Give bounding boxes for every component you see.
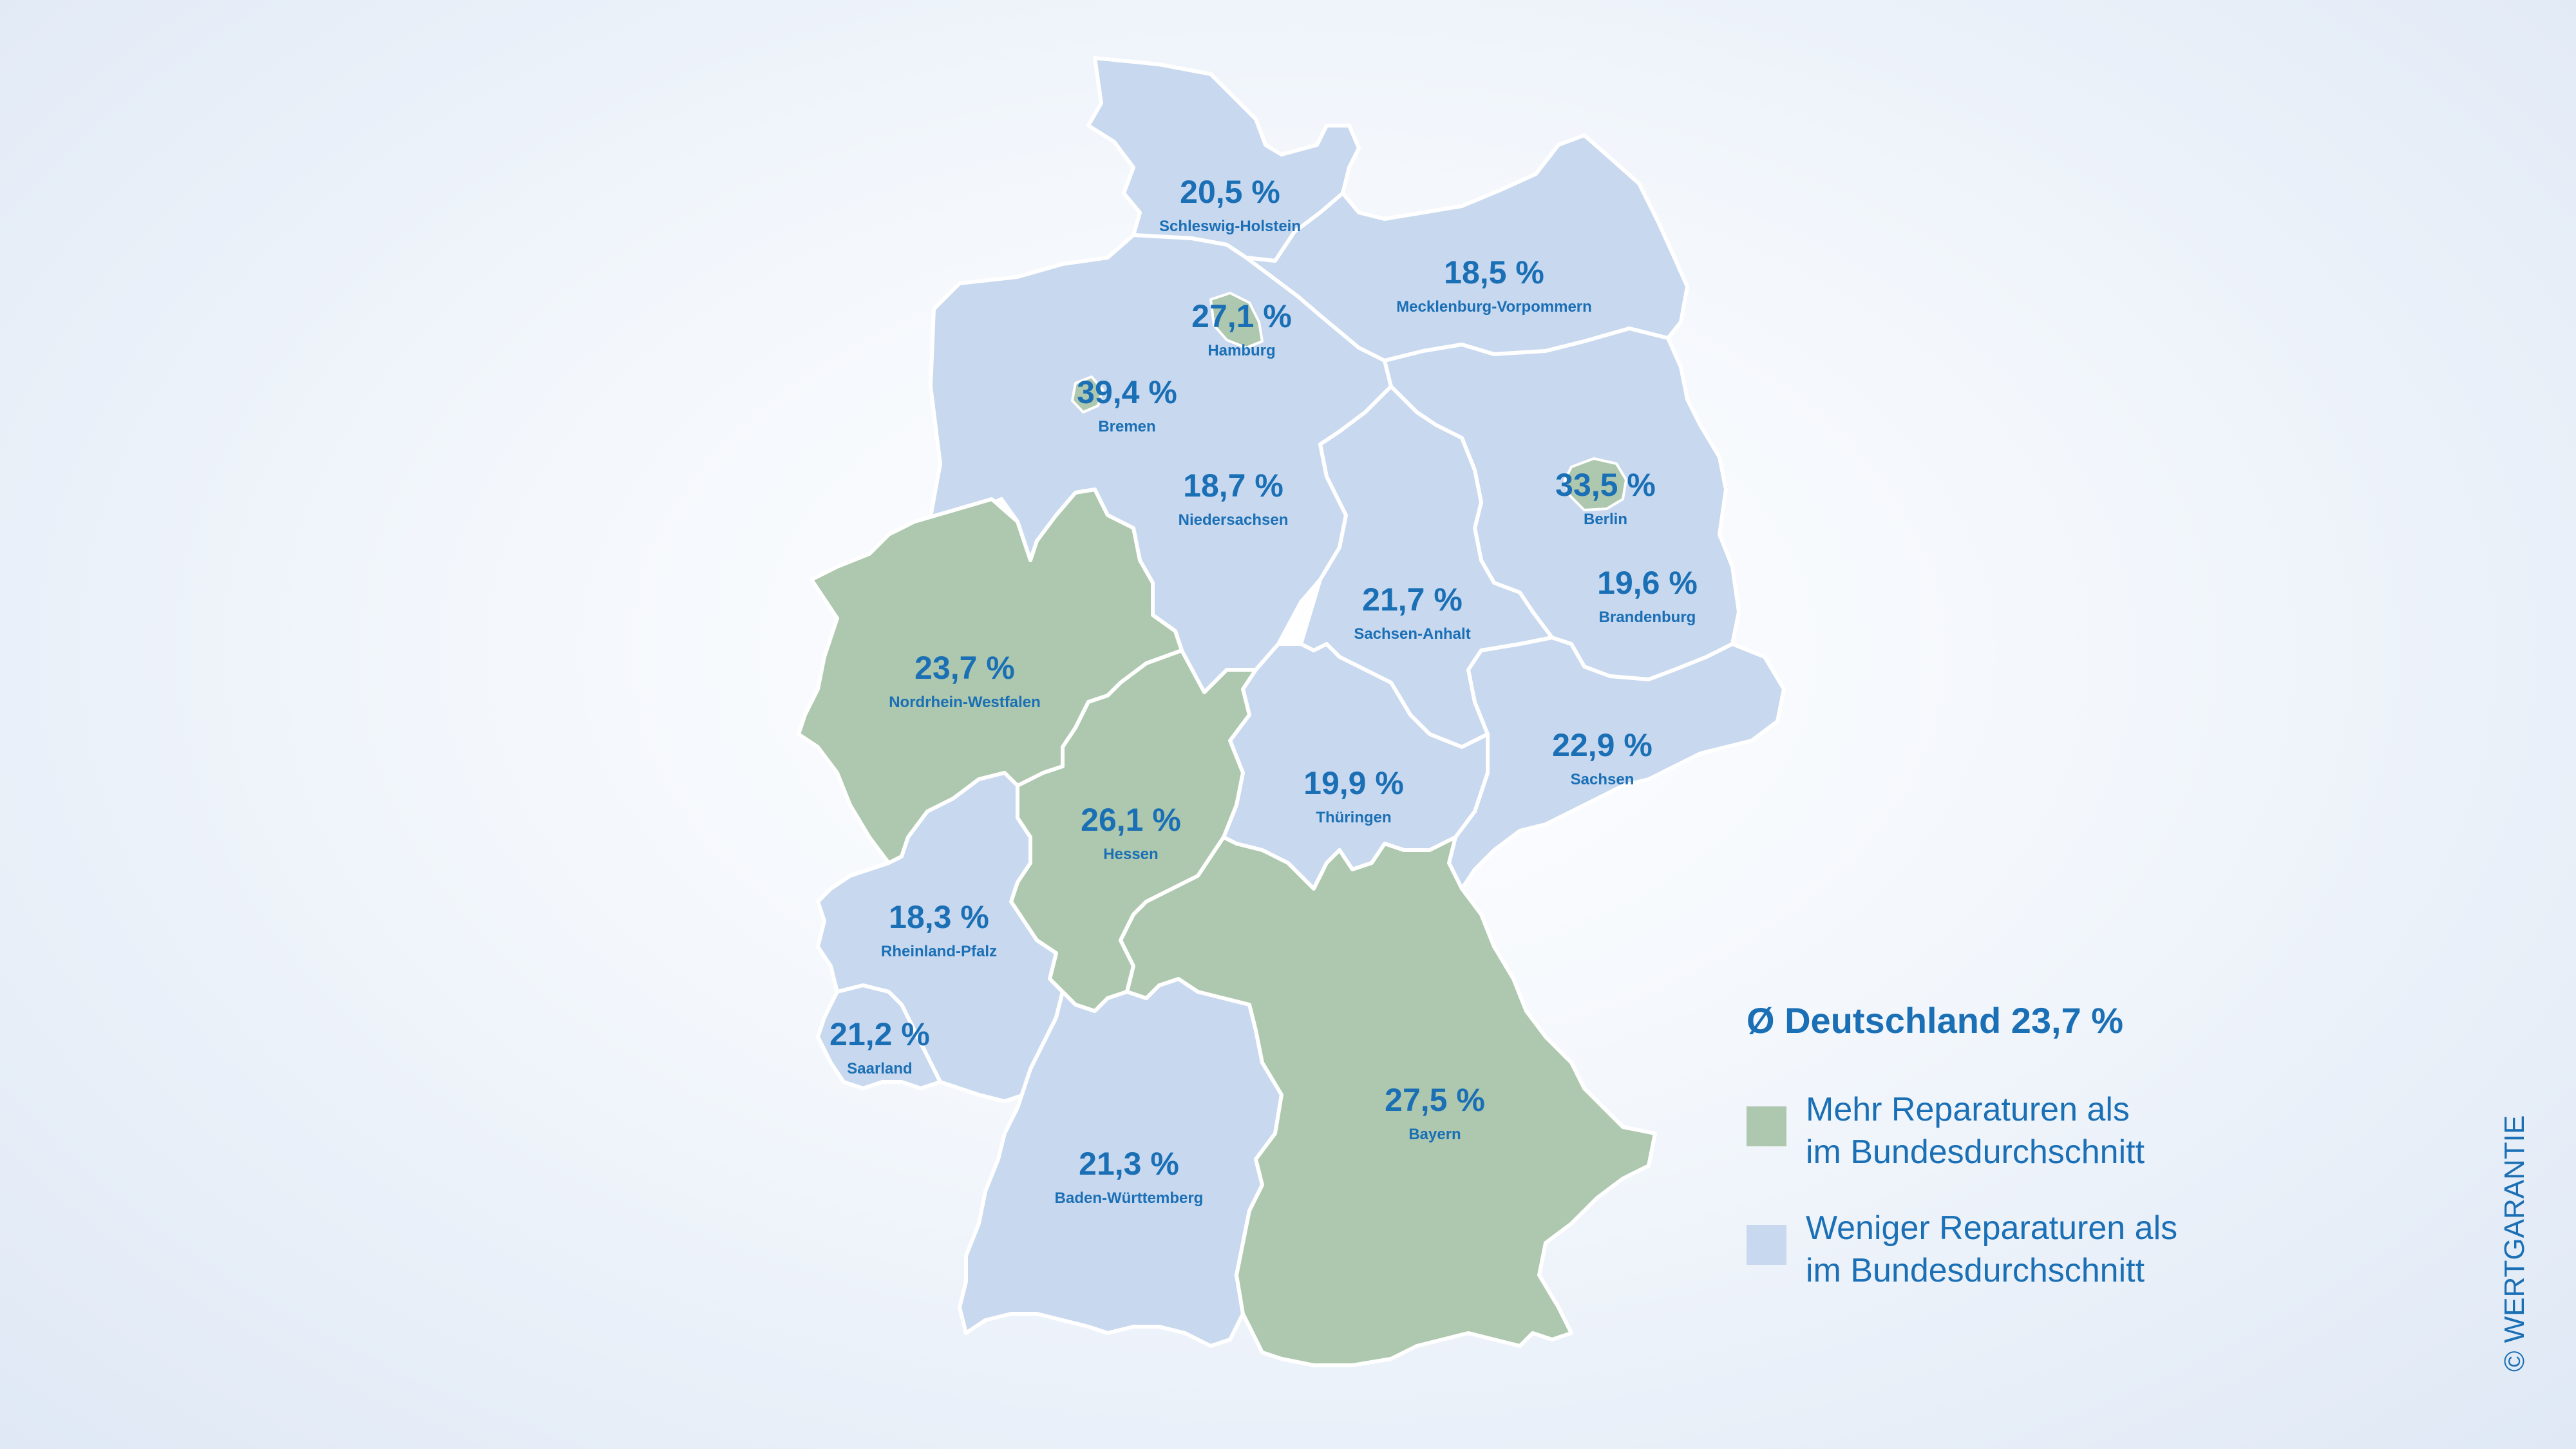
copyright: © WERTGARANTIE — [2499, 1115, 2530, 1372]
state-value: 18,7 % — [1183, 468, 1283, 504]
state-name: Thüringen — [1316, 809, 1391, 826]
state-value: 33,5 % — [1555, 467, 1656, 503]
state-label: 18,3 % Rheinland-Pfalz — [881, 899, 997, 960]
state-name: Hessen — [1103, 846, 1158, 863]
state-label: 18,7 % Niedersachsen — [1179, 468, 1289, 529]
state-name: Niedersachsen — [1179, 511, 1289, 529]
legend-item-above-average: Mehr Reparaturen als im Bundesdurchschni… — [1747, 1088, 2145, 1173]
state-label: 21,7 % Sachsen-Anhalt — [1354, 582, 1470, 643]
state-value: 27,5 % — [1385, 1082, 1485, 1118]
national-average: Ø Deutschland 23,7 % — [1747, 1000, 2124, 1041]
state-label: 19,6 % Brandenburg — [1597, 565, 1698, 626]
region-saarland — [816, 983, 942, 1090]
state-value: 26,1 % — [1081, 802, 1181, 838]
state-name: Bremen — [1098, 418, 1155, 435]
state-value: 19,9 % — [1303, 765, 1404, 801]
state-value: 20,5 % — [1180, 174, 1280, 210]
state-value: 22,9 % — [1552, 727, 1653, 763]
state-label: 27,5 % Bayern — [1385, 1082, 1485, 1143]
legend-swatch-below — [1747, 1225, 1786, 1265]
state-name: Rheinland-Pfalz — [881, 943, 997, 960]
state-value: 18,3 % — [889, 899, 989, 935]
state-label: 21,3 % Baden-Württemberg — [1055, 1146, 1204, 1207]
state-label: 33,5 % Berlin — [1555, 467, 1656, 528]
state-name: Bayern — [1408, 1126, 1461, 1143]
legend-item-below-average: Weniger Reparaturen als im Bundesdurchsc… — [1747, 1207, 2177, 1292]
state-name: Schleswig-Holstein — [1159, 218, 1301, 235]
state-label: 23,7 % Nordrhein-Westfalen — [889, 650, 1041, 711]
state-label: 20,5 % Schleswig-Holstein — [1159, 174, 1301, 235]
legend-label: Weniger Reparaturen als im Bundesdurchsc… — [1806, 1209, 2178, 1289]
state-value: 21,7 % — [1362, 582, 1463, 618]
state-name: Saarland — [847, 1060, 912, 1077]
state-name: Sachsen — [1571, 771, 1634, 788]
state-value: 27,1 % — [1191, 298, 1292, 334]
state-name: Brandenburg — [1599, 609, 1696, 626]
region-bayern — [1119, 835, 1657, 1367]
state-name: Mecklenburg-Vorpommern — [1396, 298, 1592, 316]
legend-swatch-above — [1747, 1106, 1786, 1146]
region-hamburg — [1209, 292, 1264, 349]
state-name: Berlin — [1584, 511, 1627, 528]
state-name: Sachsen-Anhalt — [1354, 625, 1470, 643]
state-value: 19,6 % — [1597, 565, 1698, 601]
state-value: 23,7 % — [914, 650, 1015, 686]
region-bremen — [1071, 375, 1104, 413]
state-name: Nordrhein-Westfalen — [889, 694, 1041, 711]
state-value: 21,3 % — [1079, 1146, 1179, 1182]
legend-label: Mehr Reparaturen als im Bundesdurchschni… — [1806, 1091, 2145, 1171]
region-berlin — [1564, 457, 1627, 511]
state-label: 22,9 % Sachsen — [1552, 727, 1653, 788]
region-sachsen — [1447, 636, 1786, 891]
state-label: 27,1 % Hamburg — [1191, 298, 1292, 359]
state-label: 18,5 % Mecklenburg-Vorpommern — [1396, 254, 1592, 316]
state-value: 18,5 % — [1444, 254, 1544, 290]
state-label: 21,2 % Saarland — [829, 1016, 930, 1077]
state-value: 39,4 % — [1077, 374, 1177, 410]
state-label: 26,1 % Hessen — [1081, 802, 1181, 863]
state-label: 39,4 % Bremen — [1077, 374, 1177, 435]
state-label: 19,9 % Thüringen — [1303, 765, 1404, 826]
state-value: 21,2 % — [829, 1016, 930, 1052]
state-name: Baden-Württemberg — [1055, 1189, 1204, 1207]
state-name: Hamburg — [1208, 342, 1275, 359]
